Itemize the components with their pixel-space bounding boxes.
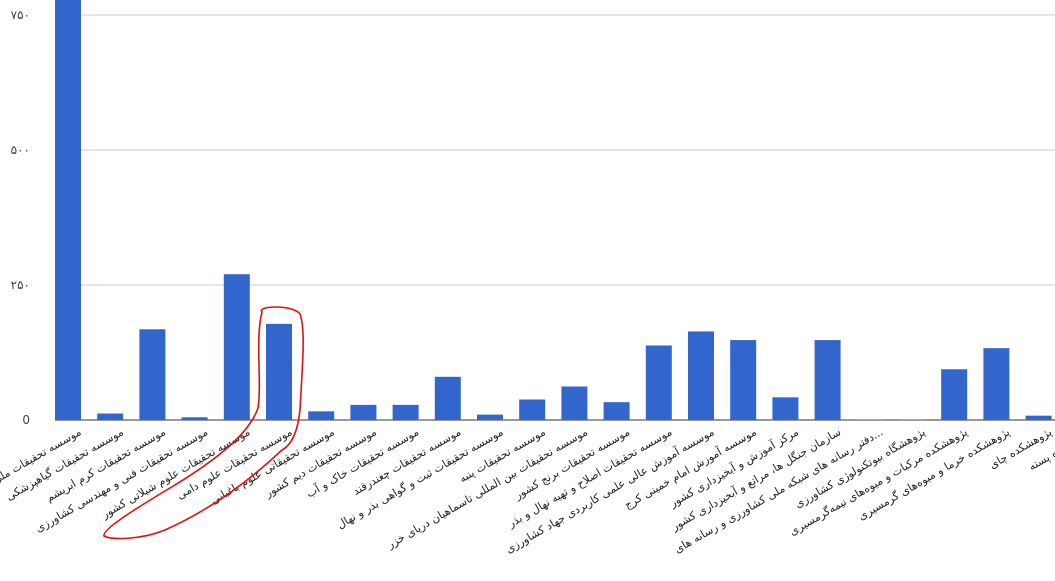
bar [223, 274, 250, 420]
bar [434, 376, 461, 420]
bar [730, 340, 757, 420]
bar [688, 331, 714, 420]
bar [55, 0, 81, 420]
y-tick-label: ۲۵۰ [11, 278, 30, 292]
x-axis-category-labels: موسسه تحقیقات ملی شناسی ( نشر آموزشموسسه… [0, 424, 1055, 556]
bar [477, 414, 503, 420]
bar [519, 399, 546, 420]
bar [97, 413, 124, 420]
y-tick-label: 0 [22, 413, 30, 427]
bar [139, 329, 166, 420]
bar [350, 404, 377, 420]
bars [55, 0, 1052, 420]
bar [772, 397, 799, 420]
bar [603, 402, 630, 420]
y-axis-tick-labels: 0 ۲۵۰ ۵۰۰ ۷۵۰ [11, 8, 30, 427]
bar [983, 348, 1010, 420]
y-tick-label: ۵۰۰ [11, 143, 30, 157]
gridlines [55, 14, 1055, 421]
bar [561, 386, 588, 420]
y-tick-label: ۷۵۰ [11, 8, 30, 22]
bar [266, 323, 292, 420]
highlight-circle [103, 306, 304, 540]
bar [645, 345, 672, 420]
bar [181, 417, 208, 420]
bar [941, 369, 968, 420]
bar [856, 419, 883, 420]
bar [899, 419, 925, 420]
bar [392, 404, 419, 420]
bar [814, 340, 841, 420]
bar [1025, 415, 1052, 420]
annotations [103, 306, 304, 540]
bar [308, 411, 335, 420]
